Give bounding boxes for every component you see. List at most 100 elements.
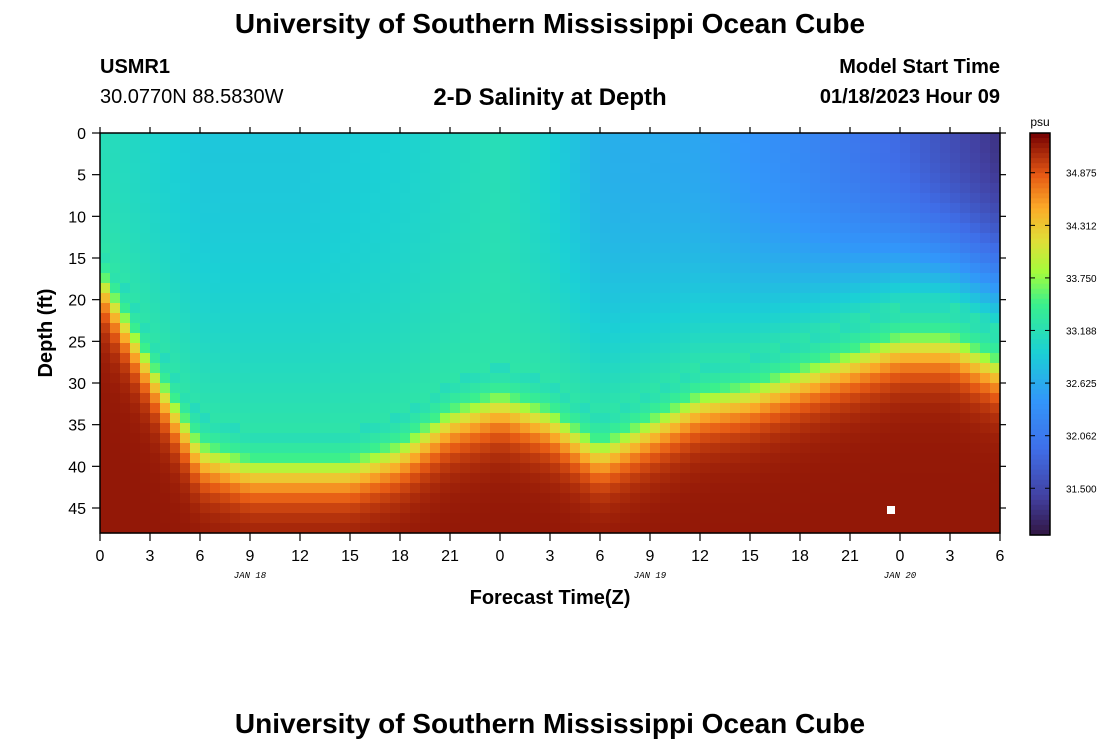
heatmap-cell xyxy=(490,503,501,514)
heatmap-cell xyxy=(270,153,281,164)
colorbar-segment xyxy=(1030,334,1050,340)
heatmap-cell xyxy=(500,363,511,374)
heatmap-cell xyxy=(300,253,311,264)
heatmap-cell xyxy=(310,173,321,184)
heatmap-cell xyxy=(150,523,161,534)
heatmap-cell xyxy=(770,423,781,434)
heatmap-cell xyxy=(340,503,351,514)
heatmap-cell xyxy=(550,343,561,354)
heatmap-cell xyxy=(650,283,661,294)
heatmap-cell xyxy=(710,283,721,294)
heatmap-cell xyxy=(830,363,841,374)
heatmap-cell xyxy=(930,333,941,344)
heatmap-cell xyxy=(110,303,121,314)
heatmap-cell xyxy=(750,343,761,354)
heatmap-cell xyxy=(620,323,631,334)
heatmap-cell xyxy=(610,143,621,154)
heatmap-cell xyxy=(330,233,341,244)
heatmap-cell xyxy=(660,243,671,254)
heatmap-cell xyxy=(650,353,661,364)
heatmap-cell xyxy=(150,403,161,414)
heatmap-cell xyxy=(510,373,521,384)
heatmap-cell xyxy=(310,193,321,204)
heatmap-cell xyxy=(760,303,771,314)
heatmap-cell xyxy=(400,503,411,514)
heatmap-cell xyxy=(740,213,751,224)
heatmap-cell xyxy=(970,473,981,484)
heatmap-cell xyxy=(250,493,261,504)
heatmap-cell xyxy=(440,213,451,224)
heatmap-cell xyxy=(690,353,701,364)
heatmap-cell xyxy=(800,403,811,414)
heatmap-cell xyxy=(730,163,741,174)
heatmap-cell xyxy=(940,283,951,294)
heatmap-cell xyxy=(710,323,721,334)
heatmap-cell xyxy=(760,273,771,284)
heatmap-cell xyxy=(160,173,171,184)
heatmap-cell xyxy=(710,333,721,344)
heatmap-cell xyxy=(790,243,801,254)
heatmap-cell xyxy=(160,343,171,354)
heatmap-cell xyxy=(380,233,391,244)
heatmap-cell xyxy=(980,433,991,444)
heatmap-cell xyxy=(870,183,881,194)
heatmap-cell xyxy=(600,433,611,444)
heatmap-cell xyxy=(820,413,831,424)
heatmap-cell xyxy=(930,523,941,534)
heatmap-cell xyxy=(460,483,471,494)
heatmap-cell xyxy=(420,283,431,294)
heatmap-cell xyxy=(800,143,811,154)
heatmap-cell xyxy=(480,453,491,464)
heatmap-cell xyxy=(300,513,311,524)
heatmap-cell xyxy=(310,443,321,454)
heatmap-cell xyxy=(180,443,191,454)
heatmap-cell xyxy=(830,433,841,444)
heatmap-cell xyxy=(810,203,821,214)
heatmap-cell xyxy=(340,323,351,334)
heatmap-cell xyxy=(930,313,941,324)
heatmap-cell xyxy=(820,313,831,324)
heatmap-cell xyxy=(780,313,791,324)
heatmap-cell xyxy=(180,293,191,304)
heatmap-cell xyxy=(200,343,211,354)
heatmap-cell xyxy=(330,293,341,304)
heatmap-cell xyxy=(810,323,821,334)
heatmap-cell xyxy=(950,263,961,274)
heatmap-cell xyxy=(810,353,821,364)
heatmap-cell xyxy=(190,453,201,464)
heatmap-cell xyxy=(340,363,351,374)
heatmap-cell xyxy=(230,313,241,324)
heatmap-cell xyxy=(910,303,921,314)
heatmap-cell xyxy=(840,313,851,324)
heatmap-cell xyxy=(380,353,391,364)
heatmap-cell xyxy=(700,383,711,394)
colorbar-segment xyxy=(1030,328,1050,335)
heatmap-cell xyxy=(780,403,791,414)
heatmap-cell xyxy=(240,313,251,324)
heatmap-cell xyxy=(690,203,701,214)
heatmap-cell xyxy=(620,403,631,414)
heatmap-cell xyxy=(570,333,581,344)
heatmap-cell xyxy=(400,373,411,384)
heatmap-cell xyxy=(280,513,291,524)
heatmap-cell xyxy=(320,393,331,404)
heatmap-cell xyxy=(730,193,741,204)
heatmap-cell xyxy=(990,433,1001,444)
heatmap-cell xyxy=(930,283,941,294)
heatmap-cell xyxy=(970,213,981,224)
heatmap-cell xyxy=(570,323,581,334)
heatmap-cell xyxy=(980,253,991,264)
heatmap-cell xyxy=(220,483,231,494)
heatmap-cell xyxy=(820,263,831,274)
heatmap-cell xyxy=(280,323,291,334)
heatmap-cell xyxy=(620,233,631,244)
heatmap-cell xyxy=(150,453,161,464)
heatmap-cell xyxy=(710,453,721,464)
heatmap-cell xyxy=(810,403,821,414)
heatmap-cell xyxy=(100,173,111,184)
heatmap-cell xyxy=(100,333,111,344)
heatmap-cell xyxy=(970,493,981,504)
heatmap-cell xyxy=(580,173,591,184)
heatmap-cell xyxy=(330,523,341,534)
heatmap-cell xyxy=(650,423,661,434)
